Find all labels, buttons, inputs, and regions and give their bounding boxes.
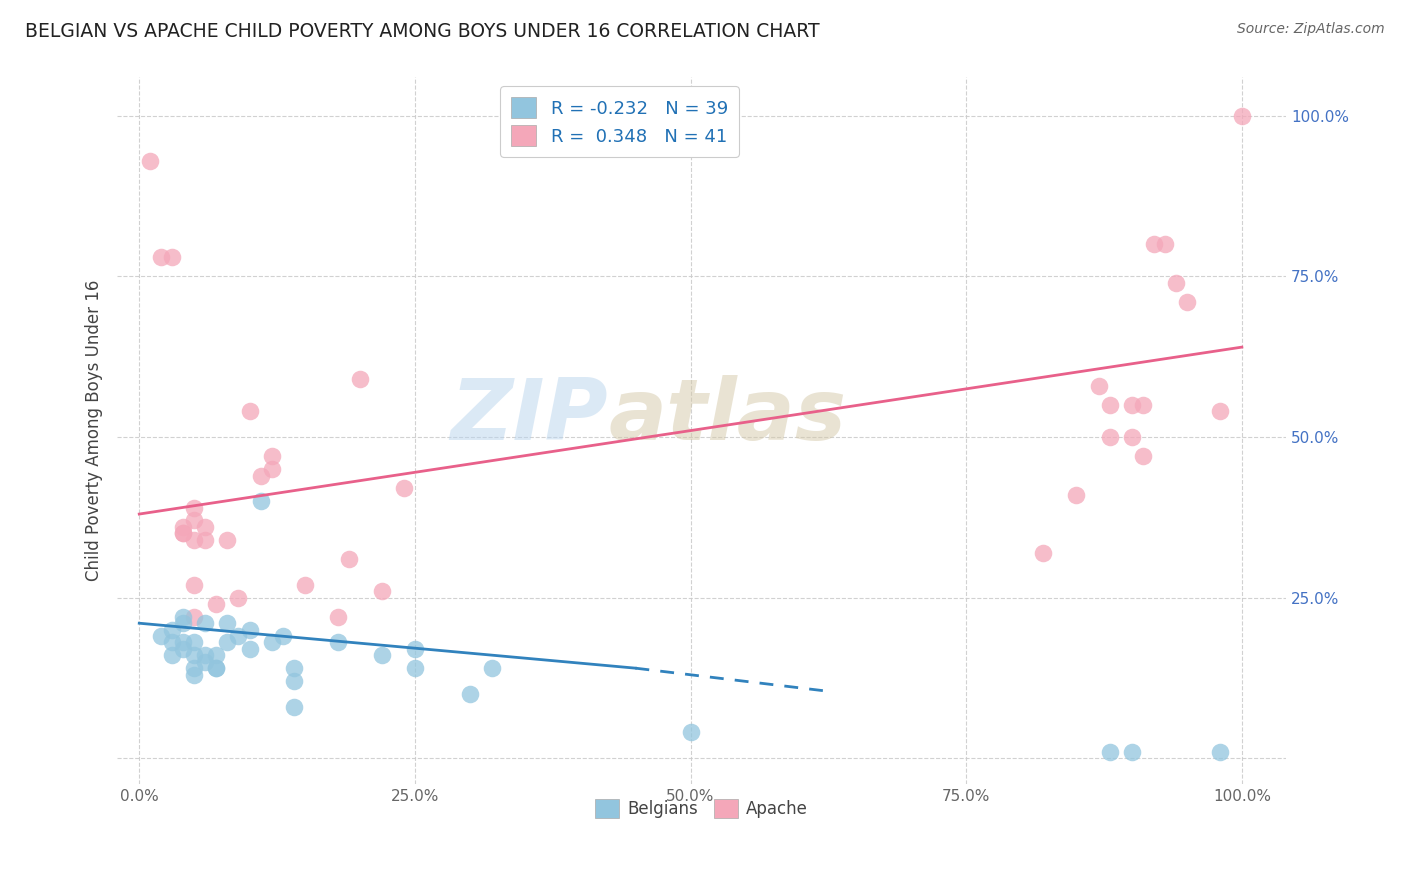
Point — [217, 616, 239, 631]
Point — [217, 533, 239, 547]
Point — [194, 655, 217, 669]
Point — [238, 404, 260, 418]
Point — [194, 616, 217, 631]
Point — [194, 648, 217, 663]
Point — [326, 635, 349, 649]
Point — [162, 648, 184, 663]
Point — [183, 661, 205, 675]
Point — [172, 520, 194, 534]
Point — [172, 616, 194, 631]
Point — [371, 648, 394, 663]
Point — [326, 609, 349, 624]
Point — [349, 372, 371, 386]
Point — [172, 609, 194, 624]
Point — [139, 153, 162, 168]
Point — [271, 629, 294, 643]
Point — [1175, 295, 1198, 310]
Legend: Belgians, Apache: Belgians, Apache — [589, 792, 814, 825]
Point — [238, 641, 260, 656]
Point — [183, 609, 205, 624]
Point — [1098, 398, 1121, 412]
Point — [249, 494, 271, 508]
Point — [217, 635, 239, 649]
Point — [404, 661, 426, 675]
Point — [238, 623, 260, 637]
Point — [183, 635, 205, 649]
Point — [294, 577, 316, 591]
Point — [205, 661, 228, 675]
Point — [260, 635, 283, 649]
Text: ZIP: ZIP — [450, 375, 607, 458]
Point — [283, 699, 305, 714]
Point — [205, 661, 228, 675]
Point — [162, 635, 184, 649]
Point — [162, 623, 184, 637]
Point — [172, 526, 194, 541]
Point — [183, 500, 205, 515]
Point — [481, 661, 503, 675]
Point — [150, 629, 173, 643]
Point — [228, 591, 250, 605]
Point — [283, 673, 305, 688]
Point — [162, 250, 184, 264]
Point — [1230, 109, 1253, 123]
Point — [1121, 430, 1143, 444]
Text: Source: ZipAtlas.com: Source: ZipAtlas.com — [1237, 22, 1385, 37]
Point — [194, 520, 217, 534]
Point — [1098, 745, 1121, 759]
Point — [183, 513, 205, 527]
Y-axis label: Child Poverty Among Boys Under 16: Child Poverty Among Boys Under 16 — [86, 280, 103, 582]
Point — [1121, 398, 1143, 412]
Point — [1121, 745, 1143, 759]
Point — [404, 641, 426, 656]
Text: BELGIAN VS APACHE CHILD POVERTY AMONG BOYS UNDER 16 CORRELATION CHART: BELGIAN VS APACHE CHILD POVERTY AMONG BO… — [25, 22, 820, 41]
Point — [1132, 450, 1154, 464]
Point — [1098, 430, 1121, 444]
Point — [228, 629, 250, 643]
Point — [1032, 545, 1054, 559]
Point — [1164, 276, 1187, 290]
Point — [337, 552, 360, 566]
Point — [1209, 745, 1232, 759]
Point — [172, 526, 194, 541]
Point — [194, 533, 217, 547]
Point — [283, 661, 305, 675]
Point — [172, 635, 194, 649]
Point — [183, 533, 205, 547]
Point — [1066, 488, 1088, 502]
Point — [260, 450, 283, 464]
Point — [183, 577, 205, 591]
Point — [205, 648, 228, 663]
Point — [260, 462, 283, 476]
Point — [679, 725, 702, 739]
Point — [1132, 398, 1154, 412]
Point — [172, 641, 194, 656]
Point — [1143, 237, 1166, 252]
Point — [371, 584, 394, 599]
Text: atlas: atlas — [607, 375, 846, 458]
Point — [1209, 404, 1232, 418]
Point — [1153, 237, 1175, 252]
Point — [183, 667, 205, 681]
Point — [183, 648, 205, 663]
Point — [392, 482, 415, 496]
Point — [249, 468, 271, 483]
Point — [205, 597, 228, 611]
Point — [1087, 378, 1109, 392]
Point — [458, 687, 481, 701]
Point — [150, 250, 173, 264]
